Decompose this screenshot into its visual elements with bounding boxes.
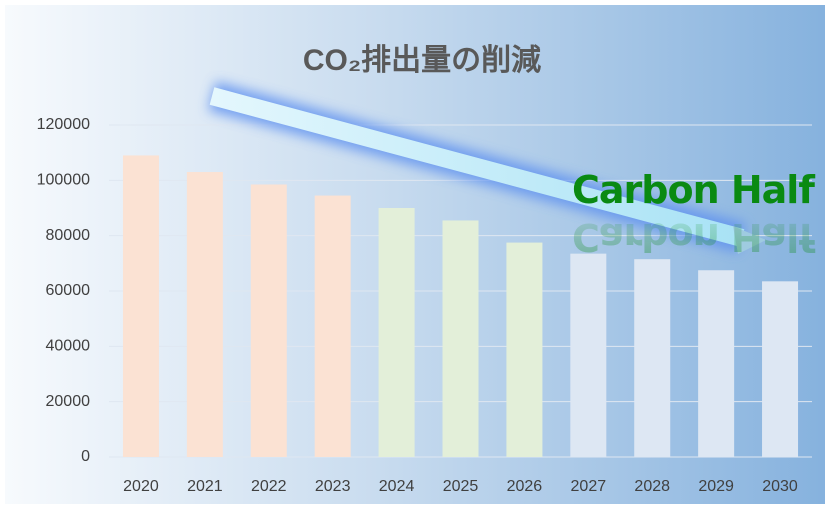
bar [762, 281, 799, 457]
x-tick-label: 2026 [507, 478, 543, 495]
bar [122, 155, 159, 457]
y-tick-label: 100000 [37, 172, 90, 189]
bar [186, 172, 223, 458]
x-tick-label: 2022 [251, 478, 287, 495]
bar [698, 270, 735, 457]
x-tick-label: 2023 [315, 478, 351, 495]
bar [506, 242, 543, 457]
x-tick-label: 2025 [443, 478, 479, 495]
annotation: Carbon Half [572, 168, 815, 212]
bar [250, 184, 287, 457]
x-tick-label: 2024 [379, 478, 415, 495]
bar [634, 259, 671, 457]
trend-arrow [208, 81, 766, 254]
bar [378, 208, 415, 457]
x-tick-label: 2029 [698, 478, 734, 495]
x-tick-label: 2027 [571, 478, 607, 495]
bar [442, 220, 479, 457]
annotation-reflection: Carbon Half [572, 215, 815, 259]
x-tick-label: 2020 [123, 478, 159, 495]
chart-title: CO₂排出量の削減 [303, 44, 541, 77]
y-tick-label: 60000 [46, 282, 91, 299]
y-tick-label: 80000 [46, 227, 91, 244]
x-tick-label: 2028 [634, 478, 670, 495]
y-tick-label: 40000 [46, 338, 91, 355]
y-tick-label: 120000 [37, 116, 90, 133]
x-tick-label: 2030 [762, 478, 798, 495]
bar [570, 253, 607, 457]
bar [314, 195, 351, 458]
y-tick-label: 20000 [46, 393, 91, 410]
y-tick-label: 0 [81, 448, 90, 465]
x-tick-label: 2021 [187, 478, 223, 495]
